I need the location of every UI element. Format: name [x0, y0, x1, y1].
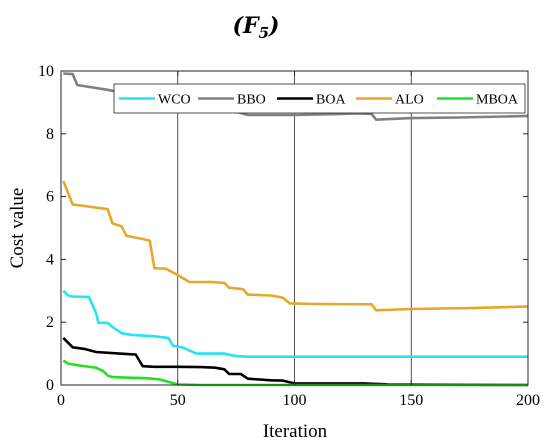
- plot-area: 0 50 100 150 200 0 2 4 6 8 10: [38, 63, 540, 409]
- legend-label-bbo: BBO: [237, 93, 266, 108]
- y-tick-label-0: 0: [46, 377, 54, 394]
- series-line-boa: [62, 336, 529, 387]
- x-tick-label-150: 150: [399, 392, 423, 409]
- series-line-wco: [62, 289, 528, 358]
- legend-label-alo: ALO: [395, 93, 424, 108]
- y-axis-label: Cost value: [7, 188, 28, 269]
- y-tick-label-8: 8: [46, 126, 54, 143]
- legend-label-wco: WCO: [158, 93, 191, 108]
- series-line-alo: [62, 180, 529, 312]
- y-tick-label-2: 2: [46, 314, 54, 331]
- y-tick-label-6: 6: [46, 189, 54, 206]
- x-tick-label-50: 50: [170, 392, 186, 409]
- y-tick-label-10: 10: [38, 63, 54, 80]
- series-line-mboa: [62, 359, 528, 387]
- y-tick-label-4: 4: [46, 251, 54, 268]
- legend-label-mboa: MBOA: [476, 93, 519, 108]
- chart-title: (F5): [233, 13, 280, 42]
- x-tick-label-100: 100: [283, 392, 307, 409]
- x-tick-label-200: 200: [516, 392, 540, 409]
- legend-label-boa: BOA: [316, 93, 346, 108]
- legend: WCO BBO BOA ALO MBOA: [113, 83, 526, 114]
- x-tick-label-0: 0: [57, 392, 65, 409]
- x-axis-label: Iteration: [263, 421, 328, 442]
